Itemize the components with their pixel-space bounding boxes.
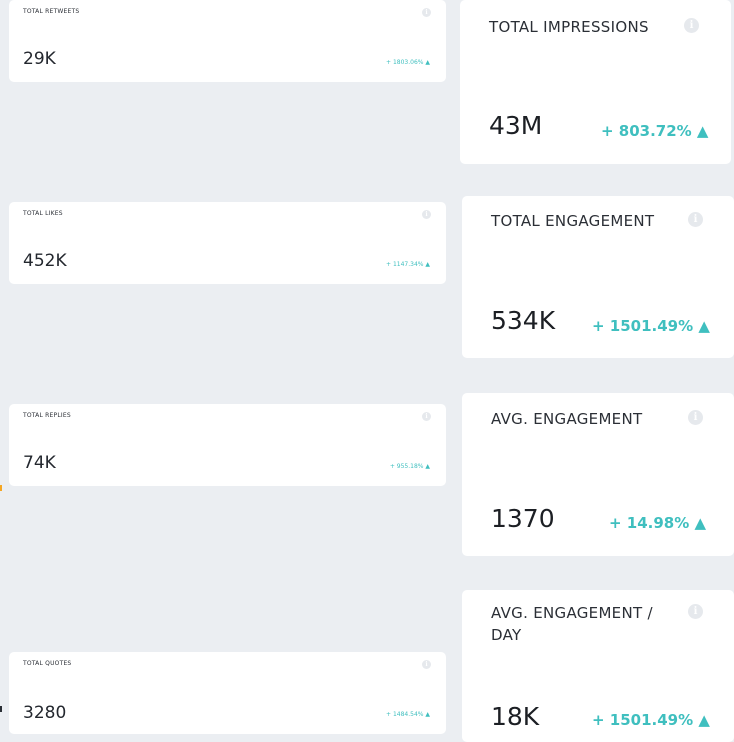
stat-value: 43M <box>489 111 543 140</box>
stat-change: + 14.98% ▲ <box>609 514 707 532</box>
info-icon[interactable]: i <box>422 210 431 219</box>
stat-value: 74K <box>23 453 56 473</box>
stat-card-avg-engagement-per-day: AVG. ENGAGEMENT / DAY i 18K + 1501.49% ▲ <box>462 590 734 742</box>
info-icon[interactable]: i <box>688 212 703 227</box>
stat-value: 18K <box>491 702 540 731</box>
stat-card-avg-engagement: AVG. ENGAGEMENT i 1370 + 14.98% ▲ <box>462 393 734 556</box>
stat-card-total-impressions: TOTAL IMPRESSIONS i 43M + 803.72% ▲ <box>460 0 731 164</box>
info-icon[interactable]: i <box>422 660 431 669</box>
stat-value: 29K <box>23 49 56 69</box>
stat-card-total-replies: TOTAL REPLIES i 74K + 955.18% ▲ <box>9 404 446 486</box>
edge-marker <box>0 485 2 491</box>
stat-card-total-retweets: TOTAL RETWEETS i 29K + 1803.06% ▲ <box>9 0 446 82</box>
stat-title: TOTAL QUOTES <box>23 660 72 667</box>
stat-card-total-quotes: TOTAL QUOTES i 3280 + 1484.54% ▲ <box>9 652 446 734</box>
info-icon[interactable]: i <box>688 410 703 425</box>
stat-title: AVG. ENGAGEMENT <box>491 410 643 428</box>
stat-title: TOTAL REPLIES <box>23 412 71 419</box>
stat-value: 534K <box>491 306 556 335</box>
stat-change: + 955.18% ▲ <box>389 463 430 470</box>
stat-title: TOTAL RETWEETS <box>23 8 80 15</box>
edge-marker <box>0 706 2 712</box>
stat-title: AVG. ENGAGEMENT / DAY <box>491 604 653 644</box>
stat-card-total-likes: TOTAL LIKES i 452K + 1147.34% ▲ <box>9 202 446 284</box>
stat-title: TOTAL ENGAGEMENT <box>491 212 655 230</box>
stat-title: TOTAL LIKES <box>23 210 63 217</box>
stat-value: 452K <box>23 251 67 271</box>
stat-change: + 803.72% ▲ <box>601 122 709 140</box>
info-icon[interactable]: i <box>688 604 703 619</box>
stat-change: + 1803.06% ▲ <box>386 59 430 66</box>
stat-change: + 1501.49% ▲ <box>592 711 710 729</box>
stat-card-total-engagement: TOTAL ENGAGEMENT i 534K + 1501.49% ▲ <box>462 196 734 358</box>
info-icon[interactable]: i <box>684 18 699 33</box>
info-icon[interactable]: i <box>422 412 431 421</box>
info-icon[interactable]: i <box>422 8 431 17</box>
stat-value: 3280 <box>23 703 67 723</box>
stat-change: + 1501.49% ▲ <box>592 317 710 335</box>
stat-title: TOTAL IMPRESSIONS <box>489 18 649 36</box>
stat-change: + 1484.54% ▲ <box>386 711 430 718</box>
stat-change: + 1147.34% ▲ <box>386 261 430 268</box>
stat-value: 1370 <box>491 504 555 533</box>
